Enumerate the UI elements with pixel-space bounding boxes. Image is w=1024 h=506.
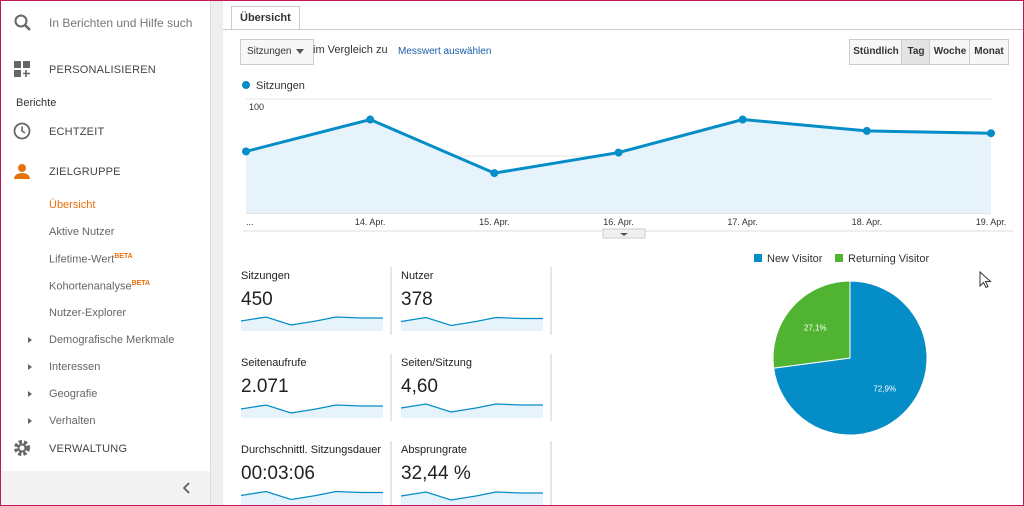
report-area: Sitzungen50100...14. Apr.15. Apr.16. Apr… xyxy=(240,80,1013,505)
expand-arrow xyxy=(28,391,32,397)
nav-label: Kohortenanalyse xyxy=(49,280,132,293)
legend-swatch xyxy=(835,254,843,262)
nav-group[interactable]: Geografie xyxy=(49,388,98,400)
nav-item[interactable]: PERSONALISIEREN xyxy=(49,64,156,76)
data-point xyxy=(862,126,871,135)
sparkline xyxy=(400,403,543,413)
x-tick-label: ... xyxy=(246,217,254,227)
sparkline-area xyxy=(241,405,383,418)
metric-value: 378 xyxy=(401,289,433,310)
expand-arrow xyxy=(28,364,32,370)
legend-label: Returning Visitor xyxy=(848,253,929,265)
metric-label: Durchschnittl. Sitzungsdauer xyxy=(241,444,381,456)
nav-group[interactable]: Demografische Merkmale xyxy=(49,334,175,346)
metric-value: 00:03:06 xyxy=(241,463,315,484)
tab-line xyxy=(223,29,1023,30)
x-tick-label: 14. Apr. xyxy=(355,217,386,227)
data-point xyxy=(614,148,623,157)
period-button[interactable]: Tag xyxy=(901,39,931,65)
beta-badge: BETA xyxy=(114,253,133,260)
metric-value: 4,60 xyxy=(401,376,438,397)
period-button[interactable]: Stündlich xyxy=(849,39,903,65)
tab[interactable]: Übersicht xyxy=(231,6,300,30)
sidebar: In Berichten und Hilfe such PERSONALISIE… xyxy=(1,1,211,505)
metric-label: Absprungrate xyxy=(401,444,467,456)
metric-dropdown[interactable]: Sitzungen xyxy=(240,39,314,65)
nav-label: Aktive Nutzer xyxy=(49,226,115,238)
data-point xyxy=(987,129,995,138)
metric-label: Seiten/Sitzung xyxy=(401,357,472,369)
sparkline-area xyxy=(241,317,383,331)
data-point xyxy=(242,147,250,156)
collapse-bar[interactable] xyxy=(1,471,210,505)
sparkline xyxy=(240,404,383,414)
divider xyxy=(211,1,223,505)
legend-swatch xyxy=(754,254,762,262)
search-icon xyxy=(14,14,31,31)
sparkline xyxy=(240,316,383,326)
legend-label: New Visitor xyxy=(767,253,823,265)
beta-badge: BETA xyxy=(131,280,151,287)
nav-group[interactable]: Interessen xyxy=(49,361,101,373)
nav-item[interactable]: VERWALTUNG xyxy=(49,443,128,455)
nav-item[interactable]: ZIELGRUPPE xyxy=(49,166,121,178)
period-button[interactable]: Woche xyxy=(929,39,971,65)
metric-value: 450 xyxy=(241,289,273,310)
expand-arrow xyxy=(28,337,32,343)
select-link[interactable]: Messwert auswählen xyxy=(398,46,492,57)
pie-label: 72,9% xyxy=(873,384,896,393)
cursor xyxy=(979,270,992,289)
metric-label: Sitzungen xyxy=(241,270,290,282)
nav-label: Übersicht xyxy=(49,199,96,211)
nav-subitem[interactable]: Nutzer-Explorer xyxy=(49,307,126,319)
sparkline xyxy=(400,491,543,501)
metric-value: 2.071 xyxy=(241,376,289,397)
nav-label: Nutzer-Explorer xyxy=(49,307,127,319)
x-tick-label: 17. Apr. xyxy=(727,217,758,227)
search-input[interactable]: In Berichten und Hilfe such xyxy=(49,16,193,30)
data-point xyxy=(366,115,375,124)
metric-label: Nutzer xyxy=(401,270,434,282)
x-tick-label: 18. Apr. xyxy=(852,217,883,227)
person-icon xyxy=(14,164,30,179)
data-point xyxy=(738,115,747,124)
sparkline-area xyxy=(401,317,543,331)
pie-label: 27,1% xyxy=(804,324,827,333)
nav-label: Lifetime-Wert xyxy=(49,253,115,266)
legend-label: Sitzungen xyxy=(256,80,305,92)
y-tick-label: 100 xyxy=(249,102,264,112)
pie-slice xyxy=(772,280,851,369)
legend-dot xyxy=(242,81,250,89)
x-tick-label: 16. Apr. xyxy=(603,217,634,227)
personalize-icon xyxy=(14,61,30,77)
sparkline-area xyxy=(401,492,543,505)
nav-subitem[interactable]: KohortenanalyseBETA xyxy=(49,280,150,293)
data-point xyxy=(490,169,499,178)
dropdown-arrow xyxy=(296,49,304,54)
nav-subitem[interactable]: Lifetime-WertBETA xyxy=(49,253,133,266)
x-tick-label: 15. Apr. xyxy=(479,217,510,227)
section-heading: Berichte xyxy=(16,97,57,109)
nav-subitem[interactable]: Aktive Nutzer xyxy=(49,226,114,238)
dropdown-label: Sitzungen xyxy=(247,46,292,57)
clock-icon xyxy=(13,122,31,140)
period-button[interactable]: Monat xyxy=(969,39,1009,65)
nav-subitem[interactable]: Übersicht xyxy=(49,199,95,211)
expand-arrow xyxy=(28,418,32,424)
sparkline-area xyxy=(241,491,383,505)
gear-icon xyxy=(14,440,30,456)
nav-group[interactable]: Verhalten xyxy=(49,415,96,427)
metric-value: 32,44 % xyxy=(401,463,471,484)
compare-label: im Vergleich zu xyxy=(313,44,388,56)
series-area xyxy=(246,119,991,213)
sparkline xyxy=(400,316,543,327)
sparkline-area xyxy=(401,404,543,418)
toggle-arrow xyxy=(620,233,628,236)
nav-item[interactable]: ECHTZEIT xyxy=(49,126,105,138)
x-tick-label: 19. Apr. xyxy=(976,217,1007,227)
sparkline xyxy=(240,490,383,501)
metric-label: Seitenaufrufe xyxy=(241,357,306,369)
collapse-icon xyxy=(182,482,190,494)
